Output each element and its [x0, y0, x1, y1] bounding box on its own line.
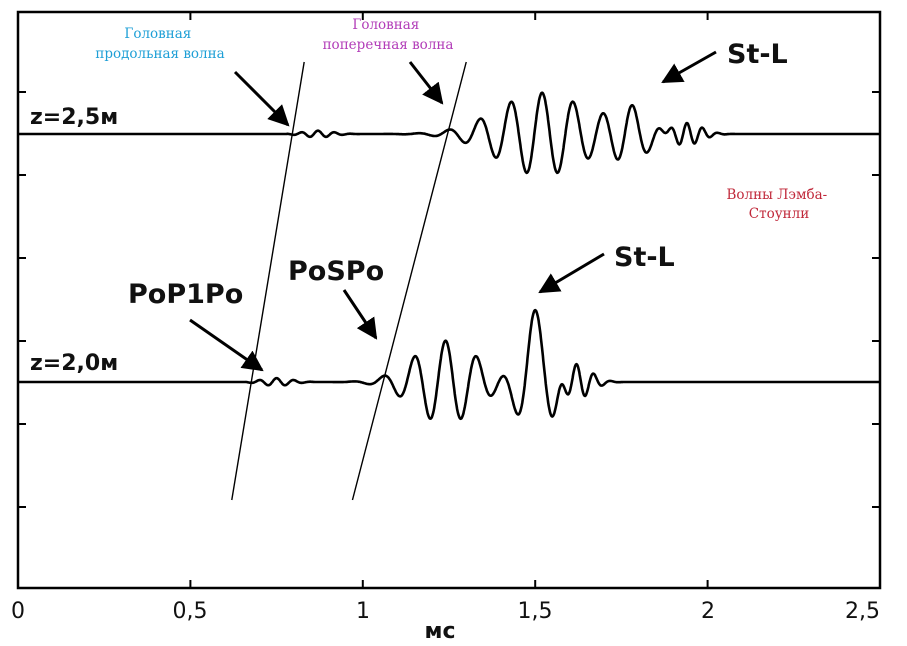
- trace-label-z-2-5m: z=2,5м: [30, 105, 118, 130]
- trace-z-2-0m: [18, 308, 880, 421]
- x-tick-label: 2,5: [845, 599, 880, 624]
- arrow-head-s-wave: [408, 61, 444, 105]
- moveout-line-pop1po: [231, 61, 305, 501]
- y-tick-marks: [18, 91, 880, 508]
- moveout-line-pospo: [351, 61, 467, 501]
- x-axis-label: мс: [424, 619, 455, 644]
- x-tick-label: 1: [356, 599, 370, 624]
- annotation-lamb-stoneley: Волны Лэмба- Стоунли: [726, 187, 831, 222]
- x-tick-label: 0,5: [173, 599, 208, 624]
- trace-label-z-2-0m: z=2,0м: [30, 351, 118, 376]
- annotation-head-p-wave: Головная продольная волна: [95, 26, 224, 62]
- annotation-head-s-wave: Головная поперечная волна: [323, 17, 454, 53]
- x-tick-label: 1,5: [518, 599, 553, 624]
- annotation-st-l-lower: St-L: [614, 242, 675, 273]
- x-tick-label: 2: [701, 599, 715, 624]
- annotation-arrows: [189, 50, 717, 372]
- arrow-head-p-wave: [233, 70, 290, 127]
- arrow-st-l-lower: [538, 252, 605, 294]
- trace-z-2-5m: [18, 91, 880, 175]
- x-tick-label: 0: [11, 599, 25, 624]
- arrow-pospo: [342, 289, 378, 340]
- annotation-pospo: PoSPo: [288, 256, 384, 287]
- plot-frame: [16, 10, 882, 590]
- x-axis-ticks: [17, 12, 881, 588]
- annotation-pop1po: PoP1Po: [128, 279, 243, 310]
- arrow-st-l-upper: [661, 50, 717, 84]
- arrow-pop1po: [189, 318, 264, 372]
- annotation-st-l-upper: St-L: [727, 39, 788, 70]
